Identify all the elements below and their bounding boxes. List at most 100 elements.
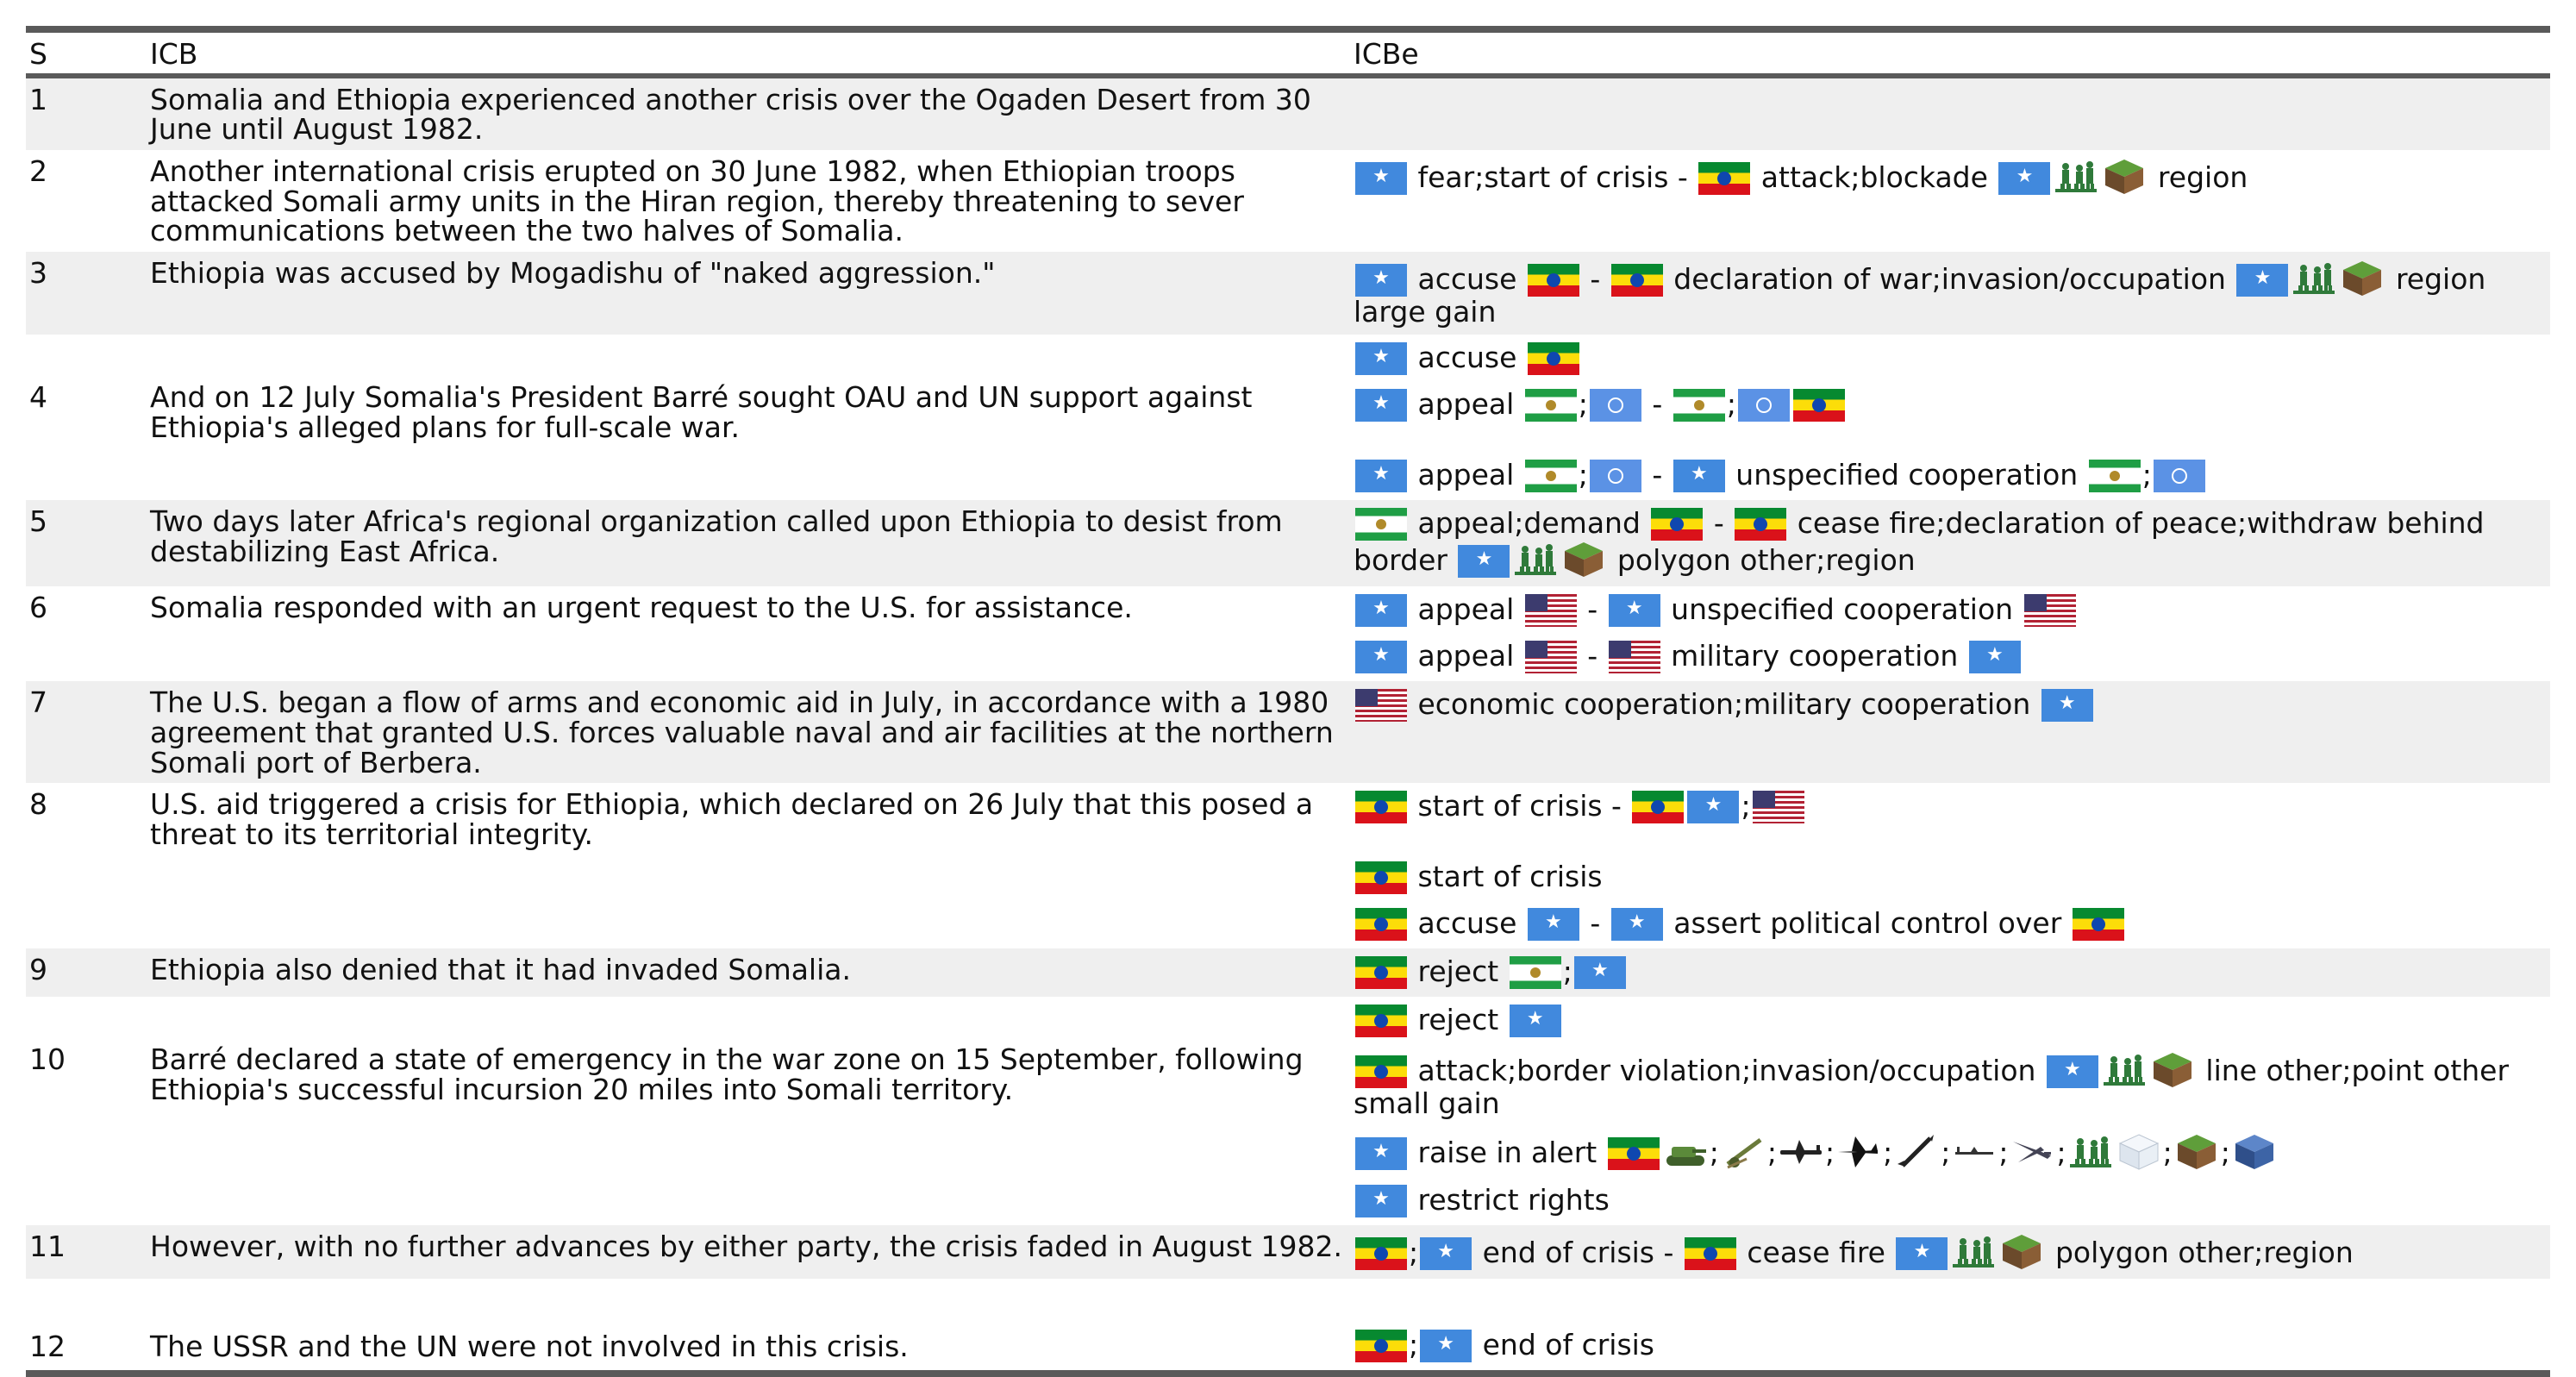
table-row: 12 The USSR and the UN were not involved …	[26, 1279, 2550, 1374]
icbe-events: ; end of crisis - cease fire polygon oth…	[1350, 1225, 2550, 1280]
event-line: accuse - assert political control over	[1354, 905, 2547, 943]
land-icon	[1999, 1233, 2044, 1271]
event-line: fear;start of crisis - attack;blockade r…	[1354, 155, 2547, 198]
icbe-events: appeal;demand - cease fire;declaration o…	[1350, 500, 2550, 587]
event-text: military cooperation	[1661, 639, 1967, 673]
icb-text: Ethiopia also denied that it had invaded…	[147, 948, 1350, 998]
ethiopia-flag-icon	[1607, 1137, 1660, 1171]
somalia-flag-icon	[1968, 641, 2021, 674]
icb-text: Somalia responded with an urgent request…	[150, 591, 1133, 625]
ethiopia-flag-icon	[1355, 1237, 1407, 1271]
row-number: 9	[26, 948, 147, 998]
event-line: appeal ; - ;	[1354, 386, 2547, 424]
event-text: appeal	[1409, 592, 1523, 627]
event-text: fear;start of crisis -	[1409, 160, 1698, 194]
us-flag-icon	[1355, 689, 1407, 723]
event-text: polygon other;region	[2046, 1236, 2354, 1270]
ethiopia-flag-icon	[1355, 1330, 1407, 1363]
icb-text: U.S. aid triggered a crisis for Ethiopia…	[150, 787, 1314, 852]
event-text: ;	[2220, 1136, 2230, 1170]
un-flag-icon	[1589, 389, 1641, 422]
event-text: ;	[1709, 1136, 1719, 1170]
event-line: accuse - declaration of war;invasion/occ…	[1354, 257, 2547, 330]
row-number: 3	[26, 251, 147, 335]
row-number: 4	[29, 380, 47, 415]
us-flag-icon	[1524, 594, 1577, 628]
table-row: 11 However, with no further advances by e…	[26, 1225, 2550, 1280]
event-text: ;	[1409, 1328, 1419, 1362]
row-number: 1	[26, 75, 147, 150]
ethiopia-flag-icon	[1684, 1237, 1736, 1271]
event-text: ;	[1998, 1136, 2009, 1170]
table-row: 8 U.S. aid triggered a crisis for Ethiopi…	[26, 783, 2550, 948]
ethiopia-flag-icon	[1610, 263, 1663, 297]
event-text: ;	[1726, 387, 1736, 422]
event-text: unspecified cooperation	[1726, 458, 2087, 492]
header-icbe: ICBe	[1354, 37, 1419, 71]
icbe-events: reject ;	[1350, 948, 2550, 998]
somalia-flag-icon	[1608, 594, 1660, 628]
table-row: 10 Barré declared a state of emergency in…	[26, 997, 2550, 1225]
troops-icon	[1513, 541, 1558, 579]
somalia-flag-icon	[1896, 1237, 1948, 1271]
event-text: line other;point other small gain	[1354, 1054, 2510, 1121]
event-text: cease fire;declaration of peace;withdraw…	[1354, 506, 2485, 578]
event-text: start of crisis -	[1409, 789, 1631, 823]
oau-flag-icon	[1355, 508, 1407, 541]
somalia-flag-icon	[1355, 641, 1407, 674]
event-text: attack;border violation;invasion/occupat…	[1409, 1054, 2045, 1088]
ethiopia-flag-icon	[1527, 342, 1579, 376]
un-flag-icon	[2153, 460, 2205, 493]
event-text: declaration of war;invasion/occupation	[1664, 261, 2235, 296]
somalia-flag-icon	[1673, 460, 1725, 493]
row-number: 2	[29, 153, 47, 188]
event-text: reject	[1409, 955, 1508, 989]
oau-flag-icon	[2088, 460, 2141, 493]
icb-text: Barré declared a state of emergency in t…	[150, 1042, 1304, 1107]
event-text: ;	[1766, 1136, 1777, 1170]
event-text: end of crisis -	[1473, 1236, 1683, 1270]
event-line: ; end of crisis	[1354, 1327, 2547, 1365]
table-row: 3 Ethiopia was accused by Mogadishu of "n…	[26, 251, 2550, 335]
event-text: restrict rights	[1409, 1183, 1610, 1217]
artillery-icon	[1721, 1133, 1766, 1171]
us-flag-icon	[1752, 791, 1804, 824]
somalia-flag-icon	[1687, 791, 1740, 824]
us-flag-icon	[1608, 641, 1660, 674]
ethiopia-flag-icon	[1355, 908, 1407, 942]
table-body: 1 Somalia and Ethiopia experienced anothe…	[26, 75, 2550, 1374]
crisis-table: S ICB ICBe 1 Somalia and Ethiopia experie…	[26, 26, 2550, 1377]
icbe-events: accuse appeal ; - ; appeal ; - unspecifi…	[1350, 335, 2550, 500]
ethiopia-flag-icon	[1735, 508, 1787, 541]
row-number: 10	[29, 1042, 66, 1077]
icbe-events	[1350, 75, 2550, 150]
event-text: ;	[1883, 1136, 1893, 1170]
row-number: 12	[29, 1330, 66, 1364]
event-text: -	[1580, 261, 1610, 296]
oau-flag-icon	[1524, 389, 1577, 422]
oau-flag-icon	[1524, 460, 1577, 493]
event-text: unspecified cooperation	[1661, 592, 2023, 627]
icb-text: Two days later Africa's regional organiz…	[147, 500, 1350, 587]
event-text: region	[2148, 160, 2248, 194]
event-text: ;	[2056, 1136, 2066, 1170]
somalia-flag-icon	[2046, 1055, 2098, 1089]
land-icon	[2340, 260, 2385, 297]
ethiopia-flag-icon	[1651, 508, 1704, 541]
event-text: ;	[1941, 1136, 1951, 1170]
ethiopia-flag-icon	[1792, 389, 1845, 422]
event-line: appeal - military cooperation	[1354, 638, 2547, 676]
somalia-flag-icon	[2041, 689, 2093, 723]
somalia-flag-icon	[1527, 908, 1579, 942]
event-text: ;	[2162, 1136, 2173, 1170]
table-row: 7 The U.S. began a flow of arms and econo…	[26, 681, 2550, 784]
ice-cube-icon	[2116, 1133, 2161, 1171]
fighter-jet-icon	[1836, 1133, 1881, 1171]
icbe-events: economic cooperation;military cooperatio…	[1350, 681, 2550, 784]
event-text: -	[1642, 458, 1672, 492]
event-text: ;	[1741, 789, 1751, 823]
somalia-flag-icon	[1355, 1185, 1407, 1218]
event-text: start of crisis	[1409, 860, 1603, 894]
event-text: appeal;demand	[1409, 506, 1650, 541]
table-row: 2 Another international crisis erupted on…	[26, 150, 2550, 252]
